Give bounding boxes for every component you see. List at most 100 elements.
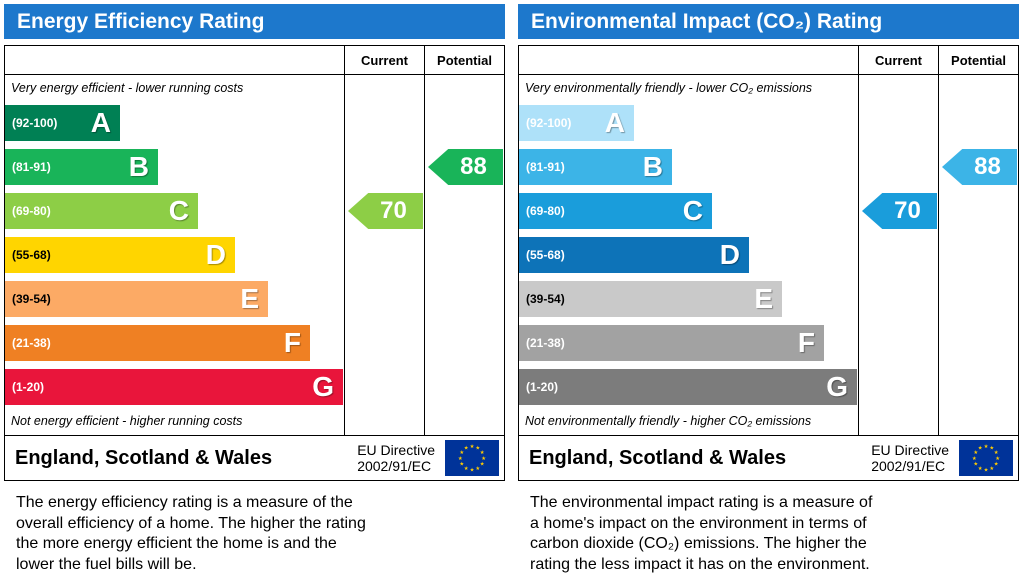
environmental-band-area: Very environmentally friendly - lower CO… [519,75,858,435]
environmental-potential-column: 88 [938,75,1018,435]
svg-text:★: ★ [480,462,485,468]
band-row-c: (69-80) C [519,189,858,233]
svg-text:★: ★ [475,466,480,472]
svg-text:★: ★ [464,446,469,452]
eu-directive-line1: EU Directive [357,442,435,458]
band-row-g: (1-20) G [519,365,858,409]
environmental-panel-title: Environmental Impact (CO₂) Rating [531,9,883,33]
energy-efficiency-panel: Energy Efficiency Rating Current Potenti… [4,4,505,575]
svg-text:★: ★ [481,456,486,462]
environmental-region-label: England, Scotland & Wales [529,446,787,469]
band-range-label: (55-68) [12,248,51,262]
band-letter: D [719,239,740,270]
energy-bands: (92-100) A (81-91) B (69-80) C (55-68) D (39-54)… [5,101,344,409]
band-row-f: (21-38) F [5,321,344,365]
band-c: (69-80) C [519,193,712,229]
header-spacer [5,46,344,74]
band-g: (1-20) G [519,369,857,405]
environmental-footer: England, Scotland & Wales EU Directive 2… [518,436,1019,481]
energy-chart-header: Current Potential [5,46,504,75]
band-range-label: (81-91) [12,160,51,174]
environmental-current-column: 70 [858,75,938,435]
band-range-label: (39-54) [12,292,51,306]
band-range-label: (1-20) [526,380,559,394]
current-rating-arrow: 70 [862,193,937,229]
environmental-chart-body: Very environmentally friendly - lower CO… [519,75,1018,435]
band-a: (92-100) A [519,105,634,141]
environmental-eu-directive-label: EU Directive 2002/91/EC [871,442,949,474]
svg-text:★: ★ [459,462,464,468]
band-letter: E [240,283,259,314]
eu-flag-icon: ★ ★ ★★ ★★ ★★ ★★ ★★ [959,440,1013,476]
svg-text:★: ★ [470,444,475,450]
band-range-label: (92-100) [526,116,572,130]
band-row-d: (55-68) D [5,233,344,277]
environmental-top-note: Very environmentally friendly - lower CO… [525,81,813,95]
environmental-title-bar: Environmental Impact (CO₂) Rating [518,4,1019,39]
energy-title-bar: Energy Efficiency Rating [4,4,505,39]
energy-panel-title: Energy Efficiency Rating [17,9,265,33]
band-letter: A [604,107,625,138]
environmental-current-column-header: Current [858,46,938,74]
energy-potential-column: 88 [424,75,504,435]
band-b: (81-91) B [519,149,672,185]
band-row-b: (81-91) B [519,145,858,189]
environmental-potential-column-header: Potential [938,46,1018,74]
band-letter: F [283,327,301,358]
band-row-e: (39-54) E [5,277,344,321]
svg-text:★: ★ [972,456,977,462]
band-f: (21-38) F [5,325,310,361]
svg-text:★: ★ [458,456,463,462]
band-letter: E [754,283,773,314]
band-range-label: (21-38) [526,336,565,350]
energy-current-column: 70 [344,75,424,435]
svg-text:★: ★ [464,466,469,472]
band-row-a: (92-100) A [5,101,344,145]
band-row-f: (21-38) F [519,321,858,365]
energy-bottom-note: Not energy efficient - higher running co… [11,414,243,428]
energy-current-column-header: Current [344,46,424,74]
svg-text:★: ★ [973,450,978,456]
band-range-label: (69-80) [12,204,51,218]
band-letter: C [168,195,189,226]
band-e: (39-54) E [519,281,782,317]
energy-potential-column-header: Potential [424,46,504,74]
band-row-d: (55-68) D [519,233,858,277]
svg-text:★: ★ [973,462,978,468]
potential-rating-arrow: 88 [942,149,1017,185]
band-g: (1-20) G [5,369,343,405]
svg-text:★: ★ [995,456,1000,462]
eu-directive-line2: 2002/91/EC [871,458,946,474]
environmental-chart: Current Potential Very environmentally f… [518,45,1019,436]
svg-text:★: ★ [480,450,485,456]
band-d: (55-68) D [519,237,749,273]
band-c: (69-80) C [5,193,198,229]
band-row-a: (92-100) A [519,101,858,145]
band-range-label: (55-68) [526,248,565,262]
current-rating-arrow: 70 [348,193,423,229]
band-letter: G [826,371,848,402]
svg-text:★: ★ [984,468,989,474]
band-letter: B [128,151,149,182]
svg-text:★: ★ [994,462,999,468]
svg-text:★: ★ [989,466,994,472]
energy-chart-body: Very energy efficient - lower running co… [5,75,504,435]
environmental-bottom-note: Not environmentally friendly - higher CO… [525,414,812,428]
environmental-chart-header: Current Potential [519,46,1018,75]
band-f: (21-38) F [519,325,824,361]
environmental-description: The environmental impact rating is a mea… [530,494,873,573]
svg-text:★: ★ [989,446,994,452]
band-range-label: (69-80) [526,204,565,218]
band-letter: B [642,151,663,182]
band-b: (81-91) B [5,149,158,185]
band-letter: C [682,195,703,226]
svg-text:★: ★ [470,468,475,474]
energy-description: The energy efficiency rating is a measur… [16,494,366,573]
svg-text:★: ★ [459,450,464,456]
band-e: (39-54) E [5,281,268,317]
energy-top-note: Very energy efficient - lower running co… [11,81,244,95]
band-range-label: (39-54) [526,292,565,306]
band-letter: G [312,371,334,402]
eu-directive-line2: 2002/91/EC [357,458,432,474]
